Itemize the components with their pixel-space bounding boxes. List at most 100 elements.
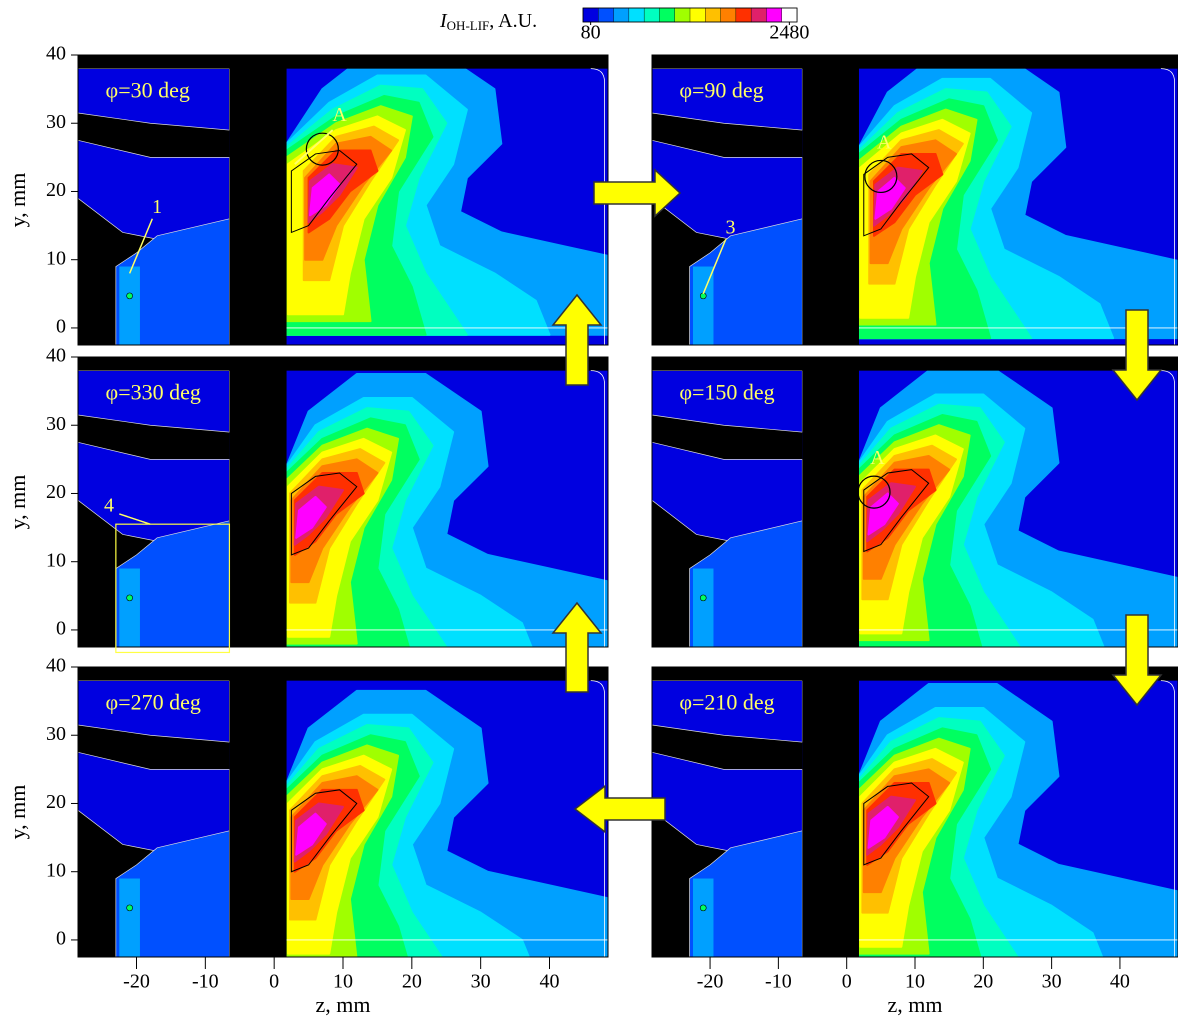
panel: φ=270 deg 0 10 20 30 40 y, mm -20 -10 0 10 20 30 40 z,… bbox=[5, 655, 609, 1017]
top-wall bbox=[78, 667, 608, 681]
jet-core bbox=[692, 266, 714, 345]
colorbar-swatch bbox=[689, 7, 706, 23]
top-wall bbox=[78, 357, 608, 371]
cycle-arrows bbox=[551, 168, 1163, 834]
jet-core bbox=[692, 878, 714, 957]
wall bbox=[802, 55, 859, 345]
top-wall bbox=[652, 357, 1178, 371]
jet-core bbox=[119, 878, 140, 957]
panel: φ=90 deg A 3 bbox=[651, 54, 1178, 346]
jet-spot bbox=[699, 904, 707, 912]
field bbox=[652, 357, 1178, 647]
top-wall bbox=[652, 55, 1178, 69]
wall-outline bbox=[590, 680, 605, 957]
y-tick-label: 10 bbox=[46, 859, 66, 881]
panel-title: φ=90 deg bbox=[679, 78, 763, 103]
colorbar-swatch bbox=[674, 7, 691, 23]
panel-title: φ=270 deg bbox=[106, 690, 201, 715]
y-tick-label: 10 bbox=[46, 247, 66, 269]
panel: φ=210 deg -20 -10 0 10 20 30 40 z, mm bbox=[651, 666, 1178, 1017]
y-tick-label: 0 bbox=[56, 618, 66, 640]
flame-contour bbox=[863, 153, 930, 237]
panel-frame bbox=[651, 356, 1178, 648]
colorbar-label: IOH-LIF, A.U. bbox=[439, 10, 537, 33]
field bbox=[78, 55, 608, 345]
field bbox=[652, 667, 1178, 957]
pointer bbox=[119, 513, 151, 525]
y-axis-label: y, mm bbox=[5, 475, 30, 530]
field bbox=[78, 667, 608, 957]
x-tick-label: 20 bbox=[402, 971, 422, 993]
arrow-up bbox=[551, 293, 603, 386]
flame-contour bbox=[863, 782, 930, 866]
colorbar-label-sub: OH-LIF bbox=[447, 18, 490, 33]
top-wall bbox=[652, 667, 1178, 681]
x-tick-label: -10 bbox=[765, 971, 792, 993]
x-tick-label: 0 bbox=[269, 971, 279, 993]
x-tick-label: -10 bbox=[192, 971, 219, 993]
intensity-region bbox=[295, 812, 327, 856]
wall bbox=[802, 357, 859, 647]
x-tick-label: -20 bbox=[123, 971, 150, 993]
annotation: 4 bbox=[104, 495, 114, 517]
intensity-region bbox=[867, 492, 899, 536]
arrow-left bbox=[573, 784, 666, 834]
highlight-box bbox=[115, 523, 231, 654]
x-tick-label: 40 bbox=[1110, 971, 1130, 993]
colorbar-swatch bbox=[613, 7, 630, 23]
panel-frame bbox=[77, 356, 609, 648]
colorbar-frame bbox=[582, 7, 798, 23]
annotation: A bbox=[332, 104, 347, 126]
pointer bbox=[702, 238, 727, 295]
colorbar-tick-label: 2480 bbox=[769, 22, 809, 44]
x-tick-label: -20 bbox=[697, 971, 724, 993]
x-tick-label: 40 bbox=[539, 971, 559, 993]
colorbar-swatch bbox=[582, 7, 599, 23]
colorbar-label-main: I bbox=[439, 10, 448, 32]
y-tick-label: 20 bbox=[46, 791, 66, 813]
wall-outline bbox=[590, 68, 605, 345]
intensity-region bbox=[867, 805, 899, 849]
wall-outline bbox=[1160, 680, 1175, 957]
y-tick-label: 30 bbox=[46, 723, 66, 745]
wall bbox=[802, 667, 859, 957]
panel-title: φ=330 deg bbox=[106, 380, 201, 405]
colorbar-swatch bbox=[720, 7, 737, 23]
colorbar-swatch bbox=[750, 7, 767, 23]
y-tick-label: 20 bbox=[46, 481, 66, 503]
x-tick-label: 30 bbox=[1042, 971, 1062, 993]
jet-core bbox=[692, 568, 714, 647]
region-marker bbox=[864, 159, 898, 194]
y-tick-label: 0 bbox=[56, 316, 66, 338]
jet-spot bbox=[126, 904, 133, 912]
wall-outline bbox=[1160, 68, 1175, 345]
intensity-region bbox=[295, 495, 327, 539]
chamber bbox=[689, 830, 803, 957]
colorbar-swatch bbox=[735, 7, 752, 23]
x-tick-label: 30 bbox=[471, 971, 491, 993]
top-wall bbox=[78, 55, 608, 69]
annotation: A bbox=[870, 447, 885, 469]
colorbar-swatch bbox=[659, 7, 676, 23]
colorbar-swatch bbox=[643, 7, 660, 23]
x-tick-label: 0 bbox=[842, 971, 852, 993]
field bbox=[652, 55, 1178, 345]
arrow-down bbox=[1111, 614, 1163, 707]
flame-contour bbox=[290, 472, 358, 556]
colorbar-swatch bbox=[628, 7, 645, 23]
chamber bbox=[689, 520, 803, 647]
y-tick-label: 40 bbox=[46, 655, 66, 677]
flame-contour bbox=[290, 150, 358, 234]
y-tick-label: 40 bbox=[46, 43, 66, 65]
wall bbox=[229, 55, 287, 345]
panel-title: φ=150 deg bbox=[679, 380, 774, 405]
jet-core bbox=[119, 568, 140, 647]
region-marker bbox=[305, 132, 339, 166]
jet-spot bbox=[699, 594, 707, 602]
colorbar-swatch bbox=[781, 7, 798, 23]
y-tick-label: 10 bbox=[46, 549, 66, 571]
pointer bbox=[128, 218, 154, 274]
